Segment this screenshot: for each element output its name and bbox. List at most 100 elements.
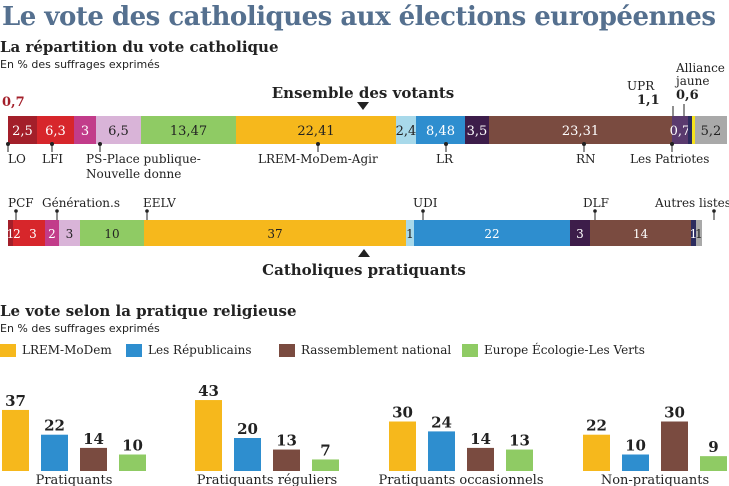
category-label: Pratiquants occasionnels [378,473,543,486]
leader-dot [50,142,54,146]
column-bar [583,434,610,471]
alliance-label: jaune [674,74,709,88]
legend-item-lrem: LREM-MoDem [0,343,112,357]
leader-dot [55,209,59,213]
column-bar [273,449,300,471]
bar-segment [396,116,416,144]
segment-value: 5,2 [701,124,722,139]
bar-segment [45,220,59,246]
party-label: DLF [583,196,609,210]
bar-segment [692,116,695,144]
page-title: Le vote des catholiques aux élections eu… [2,2,716,32]
section2-unit: En % des suffrages exprimés [0,322,160,335]
bar2-title: Catholiques pratiquants [262,261,466,279]
legend-item-rn: Rassemblement national [279,343,451,357]
legend-swatch [0,343,16,357]
bar-segment [691,220,696,246]
column-bar [428,431,455,471]
segment-value: 2 [48,227,56,241]
party-label: Nouvelle donne [86,167,181,181]
category-label: Non-pratiquants [601,473,709,486]
legend-label: LREM-MoDem [22,343,112,357]
bar-segment [416,116,465,144]
column-value: 7 [320,441,330,459]
column-value: 37 [5,392,26,410]
column-bar [700,456,727,471]
bar-segment [59,220,80,246]
party-label: PS-Place publique- [86,152,201,166]
segment-value: 14 [633,227,649,241]
party-label: EELV [143,196,176,210]
bar-segment [590,220,691,246]
column-bar [506,449,533,471]
segment-value: 3,5 [467,124,488,139]
segment-value: 6,5 [108,124,129,139]
column-bar [41,434,68,471]
leader-dot [444,142,448,146]
segment-value: 2,5 [12,124,33,139]
up-arrow-icon [358,249,370,257]
legend-label: Europe Écologie-Les Verts [484,343,645,357]
legend-item-lr: Les Républicains [126,343,252,357]
column-bar [389,421,416,471]
segment-value: 1 [690,227,698,241]
bar-segment [465,116,489,144]
column-bar [661,421,688,471]
column-value: 13 [276,432,297,450]
party-label: LFI [42,152,63,166]
alliance-value: 0,6 [676,88,699,103]
section1-subtitle: La répartition du vote catholique [0,38,279,56]
bar-segment [141,116,236,144]
legend-swatch [279,343,295,357]
column-value: 24 [431,413,452,431]
column-bar [234,438,261,471]
legend-swatch [462,343,478,357]
category-label: Pratiquants réguliers [197,473,337,486]
bar-segment [688,116,692,144]
lo-value: 0,7 [2,95,25,110]
bar-segment [672,116,688,144]
party-label: UDI [413,196,438,210]
column-bar [622,454,649,471]
segment-value: 1 [7,227,15,241]
party-label: Génération.s [42,196,120,210]
section2-subtitle: Le vote selon la pratique religieuse [0,302,297,320]
party-label: RN [576,152,596,166]
leader-dot [421,209,425,213]
column-value: 9 [708,438,718,456]
column-value: 22 [586,417,607,435]
column-value: 10 [122,437,143,455]
bar-segment [489,116,672,144]
legend-label: Les Républicains [148,343,252,357]
party-label: LR [436,152,454,166]
grouped-bars-chart: 37 22 14 10 Pratiquants 43 20 13 7 Pratiquants ré… [2,382,727,486]
bar-segment [8,220,13,246]
bar-segment [96,116,141,144]
legend-label: Rassemblement national [301,343,452,357]
segment-value: 3 [576,227,584,241]
alliance-label: Alliance [675,61,725,75]
leader-dot [712,209,716,213]
column-value: 22 [44,417,65,435]
column-value: 10 [625,437,646,455]
party-label: LO [8,152,26,166]
bar-segment [695,116,727,144]
column-value: 14 [83,430,104,448]
segment-value: 3 [81,124,89,139]
upr-label: UPR [627,79,655,93]
column-value: 20 [237,420,258,438]
bar-ensemble-votants: 2,5 6,3 3 6,5 13,47 22,41 2,4 8,48 3,5 23,31 0,7 5,… [2,61,727,181]
bar-segment [144,220,406,246]
column-bar [312,459,339,471]
segment-value: 37 [267,227,282,241]
down-arrow-icon [357,102,369,110]
party-label: PCF [8,196,34,210]
column-bar [195,400,222,471]
segment-value: 22,41 [297,124,334,139]
column-bar [467,447,494,471]
column-value: 43 [198,382,219,400]
column-bar [2,409,29,471]
column-value: 13 [509,432,530,450]
segment-value: 0,7 [670,124,691,139]
